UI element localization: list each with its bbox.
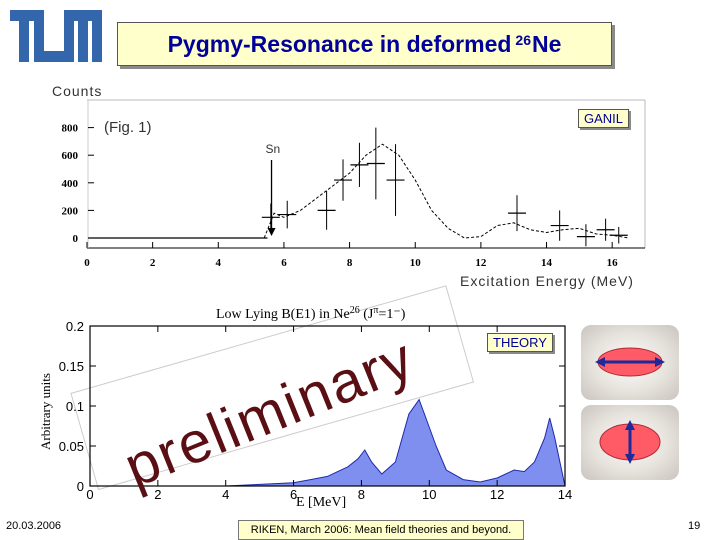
oblate-nucleus-icon bbox=[599, 420, 661, 464]
theory-area bbox=[90, 398, 566, 487]
sn-label: Sn bbox=[266, 142, 281, 156]
theory-plot: 0 0.05 0.1 0.15 0.2 0 2 4 6 8 10 12 14 Low Lying B(E1… bbox=[38, 285, 572, 510]
footer-date: 20.03.2006 bbox=[6, 520, 62, 532]
prolate-nucleus-panel bbox=[581, 325, 679, 400]
sn-marker-arrowhead bbox=[267, 228, 276, 236]
watermark-box bbox=[70, 285, 475, 491]
y-tick-label: 0.05 bbox=[59, 439, 84, 454]
y-tick-label: 400 bbox=[62, 178, 79, 190]
oblate-nucleus-panel bbox=[581, 405, 679, 480]
slide-title: Pygmy-Resonance in deformed 26 Ne bbox=[117, 22, 612, 66]
x-tick-label: 4 bbox=[222, 487, 229, 502]
x-axis-title: E [MeV] bbox=[296, 495, 346, 510]
theory-title-part: π bbox=[373, 305, 378, 316]
prolate-nucleus-icon bbox=[595, 347, 665, 377]
title-main: Pygmy-Resonance in deformed bbox=[167, 30, 512, 57]
x-tick-label: 16 bbox=[607, 257, 619, 269]
y-tick-label: 0.15 bbox=[59, 359, 84, 374]
ganil-label: GANIL bbox=[578, 109, 630, 128]
x-tick-label: 12 bbox=[475, 257, 487, 269]
x-tick-label: 8 bbox=[347, 257, 353, 269]
tum-logo bbox=[10, 10, 102, 62]
y-axis-title: Counts bbox=[52, 83, 102, 99]
y-tick-label: 0 bbox=[73, 233, 79, 245]
x-tick-label: 10 bbox=[410, 257, 422, 269]
x-tick-label: 12 bbox=[490, 487, 504, 502]
theory-title-part: Low Lying B(E1) in Ne bbox=[216, 307, 350, 322]
theory-title-part: (J bbox=[360, 307, 374, 322]
x-tick-label: 2 bbox=[150, 257, 156, 269]
y-tick-label: 0.1 bbox=[66, 399, 84, 414]
x-tick-label: 4 bbox=[216, 257, 222, 269]
x-tick-label: 14 bbox=[558, 487, 572, 502]
x-tick-label: 0 bbox=[84, 257, 90, 269]
x-axis-title: Excitation Energy (MeV) bbox=[460, 273, 634, 289]
page-number: 19 bbox=[688, 520, 701, 532]
theory-title-part: 26 bbox=[350, 305, 360, 316]
x-tick-label: 10 bbox=[422, 487, 436, 502]
theory-title-part: =1⁻) bbox=[378, 307, 405, 322]
y-tick-label: 200 bbox=[62, 205, 79, 217]
figure-annotation: (Fig. 1) bbox=[104, 119, 152, 136]
x-tick-label: 6 bbox=[290, 487, 297, 502]
title-mass-number: 26 bbox=[515, 32, 531, 48]
y-tick-label: 800 bbox=[62, 123, 79, 135]
theory-title: Low Lying B(E1) in Ne26 (Jπ=1⁻) bbox=[216, 305, 406, 322]
y-tick-label: 0 bbox=[77, 479, 84, 494]
x-tick-label: 8 bbox=[358, 487, 365, 502]
theory-label: THEORY bbox=[487, 333, 553, 352]
x-tick-label: 2 bbox=[154, 487, 161, 502]
fit-curve bbox=[263, 143, 629, 239]
experiment-plot: 0 200 400 600 800 0 2 4 6 8 10 12 14 16 Counts Excitati… bbox=[52, 83, 646, 289]
x-tick-label: 0 bbox=[86, 487, 93, 502]
footer-caption: RIKEN, March 2006: Mean field theories a… bbox=[238, 520, 524, 540]
x-tick-label: 14 bbox=[541, 257, 553, 269]
y-tick-label: 0.2 bbox=[66, 319, 84, 334]
y-axis-title: Arbitrary units bbox=[38, 373, 53, 450]
title-element: Ne bbox=[531, 30, 562, 57]
y-tick-label: 600 bbox=[62, 150, 79, 162]
x-tick-label: 6 bbox=[281, 257, 287, 269]
watermark-group bbox=[70, 285, 475, 491]
